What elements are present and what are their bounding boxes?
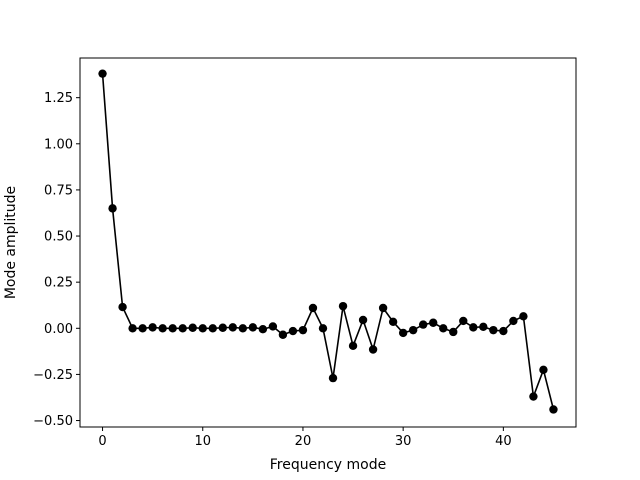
data-point [248, 323, 258, 332]
data-point [128, 324, 137, 333]
data-point [158, 324, 167, 333]
series-line [101, 73, 555, 410]
data-point [358, 315, 368, 325]
data-point [108, 204, 117, 213]
data-point [459, 316, 468, 326]
data-point [118, 302, 127, 312]
data-point [398, 328, 408, 338]
data-point [298, 325, 308, 335]
data-point [228, 323, 238, 332]
data-point [439, 324, 448, 333]
data-point [168, 324, 177, 333]
plot-area [98, 69, 558, 414]
axes: 0 10 20 30 40 −0.50 −0.25 0.00 0.25 0.50 0.75 1.00 1… [33, 57, 577, 449]
data-point [318, 324, 328, 333]
data-point [338, 301, 348, 311]
data-point [288, 326, 298, 336]
data-point [418, 320, 428, 329]
data-point [378, 303, 388, 313]
x-tick-label: 30 [395, 434, 412, 449]
data-point [549, 405, 558, 414]
x-axis-label: Frequency mode [270, 457, 386, 473]
data-point [348, 341, 358, 351]
y-tick-label: −0.50 [33, 414, 73, 429]
data-point [278, 330, 288, 339]
data-point [198, 324, 207, 333]
y-tick-label: 0.25 [44, 276, 73, 291]
data-point [429, 318, 438, 327]
data-point [449, 327, 458, 337]
data-point [328, 373, 338, 383]
y-tick-label: 0.75 [44, 183, 73, 198]
y-tick-label: 0.50 [44, 230, 73, 245]
data-point [499, 326, 508, 336]
x-tick-label: 40 [495, 434, 512, 449]
x-tick-label: 10 [194, 434, 211, 449]
data-point [148, 323, 157, 332]
data-point [208, 324, 217, 333]
data-point [519, 312, 528, 321]
data-point [258, 325, 268, 334]
y-tick-label: 0.00 [44, 322, 73, 337]
x-tick-label: 0 [98, 434, 106, 449]
y-tick-label: 1.00 [44, 137, 73, 152]
data-point [529, 392, 538, 401]
data-point [178, 324, 187, 333]
data-point [268, 322, 278, 331]
x-tick-label: 20 [295, 434, 312, 449]
data-point [308, 303, 318, 313]
data-point [539, 365, 548, 375]
y-tick-label: −0.25 [33, 368, 73, 383]
axes-frame [79, 57, 577, 428]
data-point [368, 345, 378, 354]
data-point [218, 323, 227, 332]
y-tick-label: 1.25 [44, 91, 73, 106]
y-axis-label: Mode amplitude [3, 186, 19, 299]
data-point [469, 323, 478, 332]
data-point [479, 322, 488, 332]
data-point [408, 325, 418, 335]
data-point [238, 324, 248, 333]
data-point [388, 317, 398, 327]
data-point [509, 316, 518, 326]
data-point [188, 323, 197, 332]
data-point [489, 325, 498, 335]
data-point [98, 69, 107, 78]
data-point [138, 324, 147, 333]
